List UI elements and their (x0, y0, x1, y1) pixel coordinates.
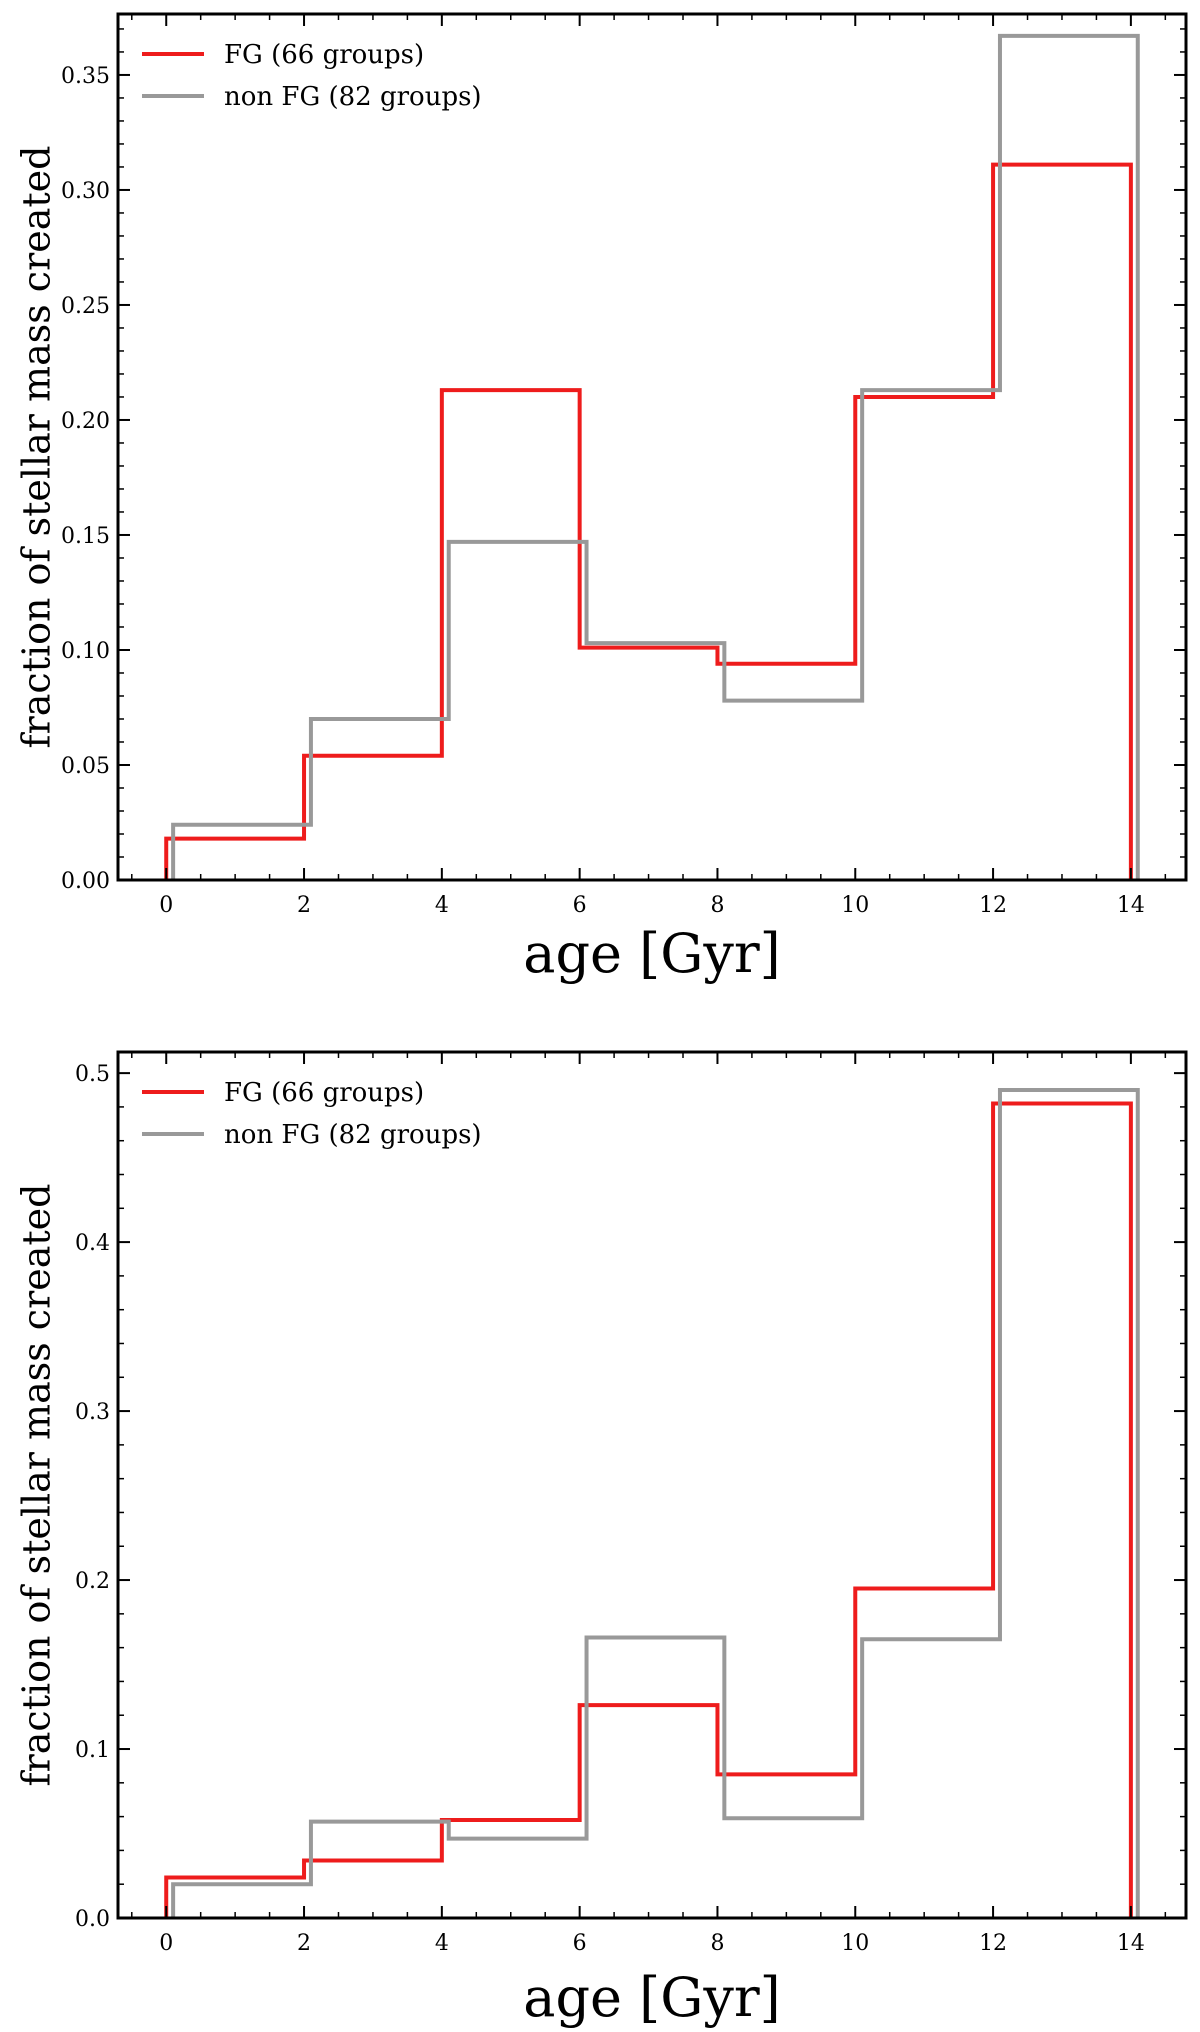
chart-bottom-series (164, 1088, 1140, 1918)
x-tick-label: 8 (710, 1931, 724, 1956)
chart-bottom-ticks: 0 2 4 6 8 10 12 14 0.0 0.1 0.2 0.3 0.4 0.5 (75, 1052, 1186, 1956)
x-tick-label: 8 (710, 893, 724, 918)
x-axis-label: age [Gyr] (523, 922, 780, 985)
y-tick-label: 0.3 (75, 1400, 110, 1425)
x-tick-label: 12 (979, 1931, 1007, 1956)
y-tick-label: 0.05 (61, 754, 110, 779)
chart-bottom: 0 2 4 6 8 10 12 14 0.0 0.1 0.2 0.3 0.4 0.5 FG (66 gro… (15, 1050, 1188, 2029)
x-tick-label: 6 (573, 1931, 587, 1956)
x-tick-label: 14 (1117, 1931, 1145, 1956)
x-tick-label: 6 (573, 893, 587, 918)
y-tick-label: 0.5 (75, 1062, 110, 1087)
y-axis-label: fraction of stellar mass created (15, 146, 59, 749)
x-tick-label: 12 (979, 893, 1007, 918)
chart-top-frame (116, 12, 1188, 882)
chart-top: 0 2 4 6 8 10 12 14 0.00 0.05 0.10 0.15 0.20 0.25 0.30 0… (15, 12, 1188, 985)
x-tick-label: 2 (297, 1931, 311, 1956)
chart-top-legend: FG (66 groups) non FG (82 groups) (142, 40, 482, 112)
legend-label-nonfg: non FG (82 groups) (224, 82, 482, 112)
x-tick-label: 4 (435, 893, 449, 918)
y-tick-label: 0.20 (61, 409, 110, 434)
y-tick-label: 0.0 (75, 1907, 110, 1932)
y-tick-label: 0.10 (61, 639, 110, 664)
x-tick-label: 10 (841, 893, 869, 918)
x-tick-label: 0 (159, 1931, 173, 1956)
series-fg-step (164, 162, 1133, 880)
series-non-fg-step (171, 33, 1140, 880)
chart-bottom-frame (116, 1050, 1188, 1920)
series-non-fg-step (171, 1088, 1140, 1918)
legend-label-fg: FG (66 groups) (224, 40, 424, 70)
y-tick-label: 0.15 (61, 524, 110, 549)
x-tick-label: 2 (297, 893, 311, 918)
x-axis-label: age [Gyr] (523, 1966, 780, 2029)
legend-label-nonfg: non FG (82 groups) (224, 1120, 482, 1150)
y-tick-label: 0.30 (61, 179, 110, 204)
x-tick-label: 10 (841, 1931, 869, 1956)
y-tick-label: 0.25 (61, 294, 110, 319)
y-tick-label: 0.00 (61, 869, 110, 894)
y-axis-label: fraction of stellar mass created (15, 1184, 59, 1787)
x-tick-label: 4 (435, 1931, 449, 1956)
chart-top-series (164, 33, 1140, 880)
series-fg-step (164, 1101, 1133, 1918)
legend-label-fg: FG (66 groups) (224, 1078, 424, 1108)
x-tick-label: 14 (1117, 893, 1145, 918)
y-tick-label: 0.2 (75, 1569, 110, 1594)
y-tick-label: 0.1 (75, 1738, 110, 1763)
y-tick-label: 0.4 (75, 1231, 110, 1256)
y-tick-label: 0.35 (61, 64, 110, 89)
chart-top-ticks: 0 2 4 6 8 10 12 14 0.00 0.05 0.10 0.15 0.20 0.25 0.30 0… (61, 14, 1186, 918)
chart-bottom-legend: FG (66 groups) non FG (82 groups) (142, 1078, 482, 1150)
x-tick-label: 0 (159, 893, 173, 918)
